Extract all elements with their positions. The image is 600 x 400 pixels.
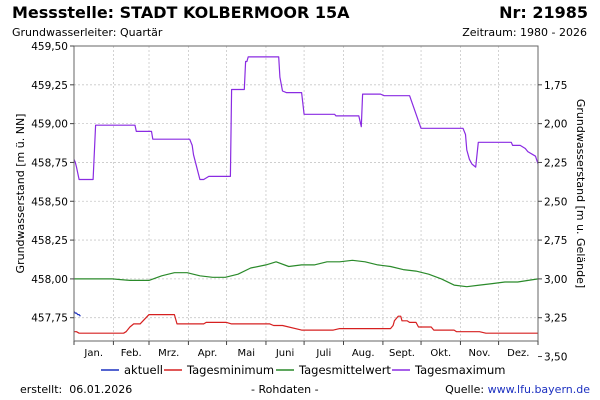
- left-tick-label: 458,75: [31, 157, 68, 169]
- station-number: Nr: 21985: [499, 3, 588, 22]
- right-tick-label: 2,25: [544, 157, 567, 169]
- month-label: Sept.: [389, 348, 415, 359]
- left-tick-label: 458,25: [31, 235, 68, 247]
- right-tick-label: 3,25: [544, 313, 567, 325]
- month-label: Mrz.: [158, 348, 179, 359]
- month-label: Juni: [275, 348, 294, 359]
- legend-label: Tagesmittelwert: [298, 363, 391, 377]
- month-label: Mai: [237, 348, 255, 359]
- legend-label: aktuell: [124, 363, 163, 377]
- month-label: Nov.: [469, 348, 491, 359]
- right-tick-label: 1,75: [544, 80, 567, 92]
- left-tick-label: 458,50: [31, 196, 68, 208]
- source-label: Quelle:: [445, 383, 485, 396]
- month-label: Okt.: [430, 348, 451, 359]
- y-axis-label-left: Grundwasserstand [m ü. NN]: [14, 114, 27, 274]
- series-line-tagesminimum: [74, 314, 538, 334]
- axis-layer: 459,50 459,25 459,00 458,75 458,50 458,25 458,…: [14, 41, 587, 364]
- plot-area: [74, 46, 538, 341]
- series-line-aktuell: [73, 311, 81, 317]
- y-axis-label-right: Grundwasserstand [m u. Gelände]: [574, 99, 587, 288]
- period-label: Zeitraum: 1980 - 2026: [462, 26, 587, 39]
- source-link[interactable]: www.lfu.bayern.de: [487, 383, 590, 396]
- left-tick-label: 458,00: [31, 274, 68, 286]
- left-tick-label: 459,00: [31, 119, 68, 131]
- footer-created: erstellt: 06.01.2026: [20, 383, 132, 396]
- right-tick-label: 2,50: [544, 196, 567, 208]
- legend-layer: aktuell Tagesminimum Tagesmittelwert Tagesm…: [101, 363, 505, 377]
- footer-source: Quelle: www.lfu.bayern.de: [445, 383, 590, 396]
- month-label: Jan.: [83, 348, 103, 359]
- right-tick-label: 2,75: [544, 235, 567, 247]
- series-line-tagesmittelwert: [74, 259, 539, 288]
- month-label: Aug.: [352, 348, 375, 359]
- left-tick-label: 459,25: [31, 80, 68, 92]
- legend-label: Tagesminimum: [186, 363, 274, 377]
- month-label: Apr.: [198, 348, 218, 359]
- legend-label: Tagesmaximum: [414, 363, 505, 377]
- month-label: Juli: [315, 348, 331, 359]
- month-label: Dez.: [507, 348, 529, 359]
- series-layer: [73, 56, 539, 334]
- left-tick-label: 459,50: [31, 41, 68, 53]
- month-label: Feb.: [121, 348, 142, 359]
- right-tick-label: 3,00: [544, 274, 567, 286]
- created-label: erstellt:: [20, 383, 63, 396]
- left-tick-label: 457,75: [31, 313, 68, 325]
- raw-data-note: - Rohdaten -: [251, 383, 319, 396]
- grid-layer: [74, 45, 538, 341]
- created-date: 06.01.2026: [69, 383, 133, 396]
- plot-frame: [73, 45, 539, 342]
- station-title: Messstelle: STADT KOLBERMOOR 15A: [12, 3, 350, 22]
- right-tick-label: 3,50: [544, 352, 567, 364]
- right-tick-label: 2,00: [544, 119, 567, 131]
- aquifer-label: Grundwasserleiter: Quartär: [12, 26, 163, 39]
- series-line-tagesmaximum: [73, 56, 539, 181]
